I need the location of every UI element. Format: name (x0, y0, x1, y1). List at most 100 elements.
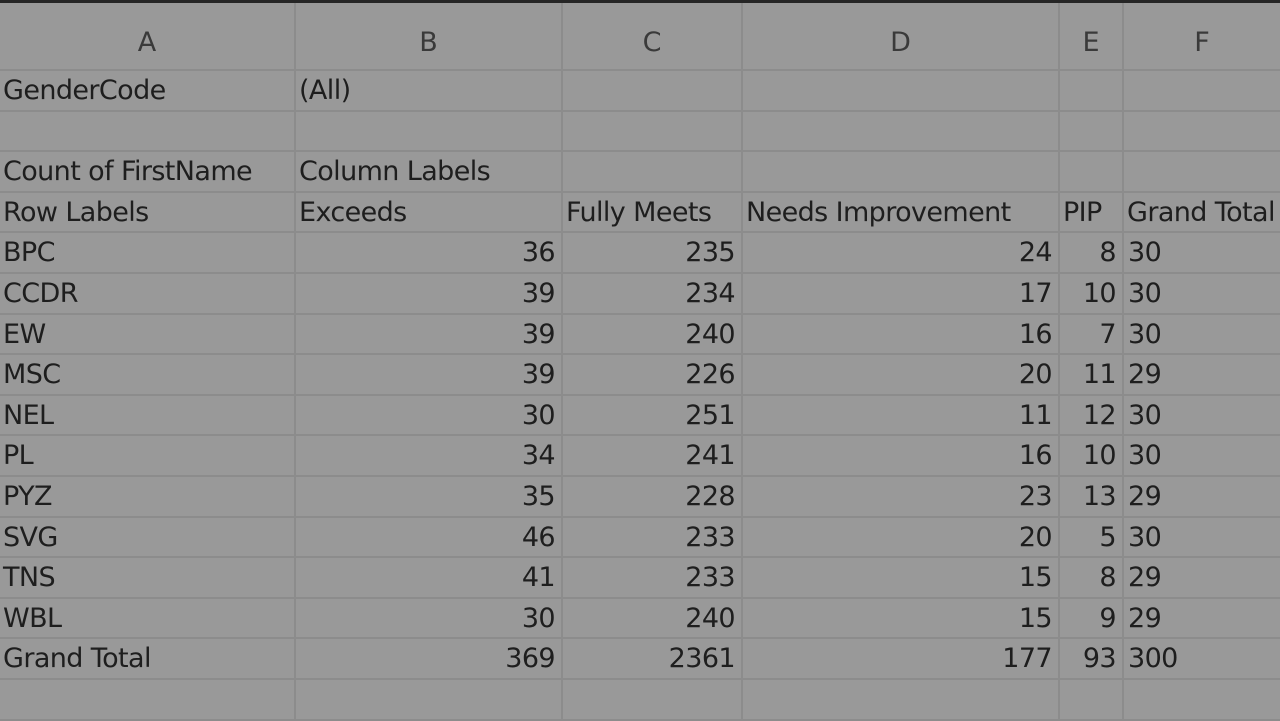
pivot-value-cell[interactable]: 30 (1124, 274, 1280, 315)
pivot-row-label[interactable]: TNS (0, 558, 296, 599)
pivot-value-cell[interactable]: 29 (1124, 599, 1280, 640)
pivot-value-cell[interactable]: 10 (1060, 436, 1124, 477)
pivot-value-cell[interactable]: 23 (743, 476, 1060, 518)
pivot-value-cell[interactable]: 12 (1060, 395, 1124, 437)
pivot-value-cell[interactable]: 240 (563, 598, 743, 640)
empty-cell[interactable] (1124, 112, 1280, 153)
empty-cell[interactable] (563, 111, 743, 153)
pivot-row-labels-cell[interactable]: Row Labels (0, 192, 296, 234)
pivot-value-cell[interactable]: 16 (743, 314, 1060, 356)
empty-cell[interactable] (563, 152, 743, 193)
pivot-row-label[interactable]: BPC (0, 233, 296, 274)
pivot-value-cell[interactable]: 11 (743, 395, 1060, 437)
pivot-value-cell[interactable]: 39 (296, 314, 563, 356)
pivot-value-cell[interactable]: 234 (563, 273, 743, 315)
pivot-value-cell[interactable]: 241 (563, 436, 743, 477)
pivot-column-header-cell[interactable]: Needs Improvement (743, 192, 1060, 234)
empty-cell[interactable] (296, 111, 563, 153)
empty-cell[interactable] (1060, 71, 1124, 112)
empty-cell[interactable] (1124, 71, 1280, 112)
filter-field-cell[interactable]: GenderCode (0, 71, 296, 112)
pivot-value-cell[interactable]: 30 (1124, 436, 1280, 477)
pivot-value-cell[interactable]: 17 (743, 273, 1060, 315)
pivot-value-cell[interactable]: 226 (563, 355, 743, 396)
pivot-column-header-cell[interactable]: Fully Meets (563, 192, 743, 234)
pivot-value-cell[interactable]: 251 (563, 395, 743, 437)
pivot-value-cell[interactable]: 9 (1060, 598, 1124, 640)
pivot-row-label[interactable]: WBL (0, 598, 296, 640)
empty-cell[interactable] (563, 71, 743, 112)
filter-value-cell[interactable]: (All) (296, 71, 563, 112)
pivot-row-label[interactable]: EW (0, 314, 296, 356)
pivot-row-label[interactable]: SVG (0, 517, 296, 559)
pivot-value-cell[interactable]: 24 (743, 233, 1060, 274)
pivot-value-cell[interactable]: 15 (743, 558, 1060, 599)
pivot-row-label[interactable]: CCDR (0, 273, 296, 315)
pivot-row-label[interactable]: PYZ (0, 476, 296, 518)
pivot-value-cell[interactable]: 10 (1060, 273, 1124, 315)
empty-cell[interactable] (1060, 152, 1124, 193)
column-header-f[interactable]: F (1124, 3, 1280, 71)
empty-cell[interactable] (1124, 680, 1280, 721)
column-header-e[interactable]: E (1060, 3, 1124, 71)
pivot-row-label[interactable]: MSC (0, 355, 296, 396)
pivot-value-cell[interactable]: 20 (743, 517, 1060, 559)
pivot-value-cell[interactable]: 29 (1124, 355, 1280, 396)
empty-cell[interactable] (0, 111, 296, 153)
pivot-value-cell[interactable]: 30 (1124, 518, 1280, 559)
pivot-value-cell[interactable]: 5 (1060, 517, 1124, 559)
pivot-value-cell[interactable]: 13 (1060, 476, 1124, 518)
pivot-value-field-cell[interactable]: Count of FirstName (0, 152, 296, 193)
pivot-value-cell[interactable]: 35 (296, 476, 563, 518)
empty-cell[interactable] (1124, 152, 1280, 193)
pivot-value-cell[interactable]: 8 (1060, 558, 1124, 599)
grand-total-cell[interactable]: 2361 (563, 639, 743, 680)
empty-cell[interactable] (563, 679, 743, 721)
pivot-column-header-cell[interactable]: Grand Total (1124, 193, 1280, 234)
grand-total-label[interactable]: Grand Total (0, 639, 296, 680)
column-header-a[interactable]: A (0, 3, 296, 71)
pivot-value-cell[interactable]: 30 (296, 598, 563, 640)
empty-cell[interactable] (743, 679, 1060, 721)
pivot-column-labels-cell[interactable]: Column Labels (296, 152, 563, 193)
column-header-c[interactable]: C (563, 3, 743, 71)
empty-cell[interactable] (743, 71, 1060, 112)
pivot-value-cell[interactable]: 34 (296, 436, 563, 477)
pivot-value-cell[interactable]: 30 (1124, 233, 1280, 274)
empty-cell[interactable] (1060, 111, 1124, 153)
pivot-value-cell[interactable]: 39 (296, 355, 563, 396)
empty-cell[interactable] (0, 679, 296, 721)
pivot-value-cell[interactable]: 228 (563, 476, 743, 518)
pivot-value-cell[interactable]: 20 (743, 355, 1060, 396)
pivot-value-cell[interactable]: 29 (1124, 477, 1280, 518)
pivot-value-cell[interactable]: 41 (296, 558, 563, 599)
pivot-value-cell[interactable]: 16 (743, 436, 1060, 477)
empty-cell[interactable] (743, 152, 1060, 193)
pivot-value-cell[interactable]: 30 (296, 395, 563, 437)
pivot-column-header-cell[interactable]: Exceeds (296, 192, 563, 234)
grand-total-cell[interactable]: 93 (1060, 639, 1124, 680)
pivot-row-label[interactable]: PL (0, 436, 296, 477)
pivot-value-cell[interactable]: 7 (1060, 314, 1124, 356)
pivot-value-cell[interactable]: 30 (1124, 396, 1280, 437)
pivot-value-cell[interactable]: 46 (296, 517, 563, 559)
pivot-value-cell[interactable]: 29 (1124, 558, 1280, 599)
pivot-row-label[interactable]: NEL (0, 395, 296, 437)
column-header-b[interactable]: B (296, 3, 563, 71)
pivot-value-cell[interactable]: 30 (1124, 315, 1280, 356)
pivot-value-cell[interactable]: 15 (743, 598, 1060, 640)
pivot-value-cell[interactable]: 233 (563, 558, 743, 599)
grand-total-cell[interactable]: 177 (743, 639, 1060, 680)
pivot-value-cell[interactable]: 235 (563, 233, 743, 274)
empty-cell[interactable] (1060, 679, 1124, 721)
column-header-d[interactable]: D (743, 3, 1060, 71)
pivot-value-cell[interactable]: 240 (563, 314, 743, 356)
pivot-value-cell[interactable]: 8 (1060, 233, 1124, 274)
empty-cell[interactable] (296, 679, 563, 721)
pivot-value-cell[interactable]: 233 (563, 517, 743, 559)
grand-total-cell[interactable]: 369 (296, 639, 563, 680)
pivot-column-header-cell[interactable]: PIP (1060, 192, 1124, 234)
pivot-value-cell[interactable]: 11 (1060, 355, 1124, 396)
empty-cell[interactable] (743, 111, 1060, 153)
pivot-value-cell[interactable]: 39 (296, 273, 563, 315)
